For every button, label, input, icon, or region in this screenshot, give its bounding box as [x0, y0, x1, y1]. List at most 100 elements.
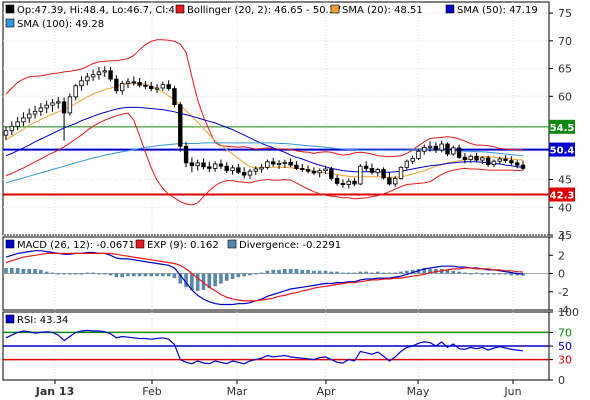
candle — [404, 159, 410, 170]
price-tick-label: 70 — [558, 35, 572, 48]
candle — [137, 78, 142, 88]
candle-body — [61, 101, 67, 114]
candle — [218, 159, 224, 169]
divergence-bar — [306, 269, 310, 274]
candle — [317, 168, 322, 178]
macd-tick-label: 0 — [558, 268, 565, 281]
price-level-tag-label: 50.4 — [550, 146, 575, 157]
macd-lines — [5, 250, 524, 306]
x-tick-label: Feb — [142, 385, 161, 398]
candle-body — [137, 82, 142, 86]
divergence-bar — [515, 273, 519, 276]
candle — [265, 159, 270, 170]
candle-body — [73, 85, 78, 98]
divergence-bar — [4, 268, 8, 274]
candle — [21, 112, 26, 127]
bollinger-legend-swatch — [175, 4, 185, 14]
divergence-bar — [10, 268, 14, 274]
divergence-bar — [300, 269, 305, 274]
divergence-bar — [195, 273, 200, 291]
divergence-bar — [213, 273, 217, 287]
divergence-bar — [242, 273, 246, 277]
candle-body — [480, 157, 485, 161]
price-tick-label: 65 — [558, 63, 572, 76]
bollinger-legend: Bollinger (20, 2): 46.65 - 50.37 — [187, 5, 341, 16]
candle-body — [67, 96, 73, 114]
candle — [224, 162, 229, 173]
divergence-bar — [21, 268, 26, 274]
candle — [73, 84, 78, 101]
candle-body — [393, 178, 398, 185]
divergence-bar — [224, 273, 229, 281]
rsi-levels — [3, 331, 549, 361]
bb_lower-line — [5, 112, 524, 206]
candle — [387, 172, 392, 186]
price-level-tag — [549, 187, 575, 202]
candle — [131, 76, 136, 86]
divergence-bar — [509, 273, 514, 276]
candle — [253, 166, 258, 176]
candle — [514, 160, 520, 169]
divergence-bar — [253, 273, 258, 275]
candle — [311, 167, 317, 176]
rsi-legend: RSI: 43.34 — [5, 314, 68, 326]
candle — [300, 163, 305, 173]
price-panel: 354045505560657075 54.550.442.3 Op:47.39… — [2, 1, 575, 242]
divergence-bar — [486, 273, 490, 275]
candle-body — [154, 87, 160, 90]
divergence-bar — [44, 271, 49, 274]
rsi-tick-label: 100 — [558, 306, 579, 319]
macd-axis-ticks: -4 -2 0 2 4 — [549, 231, 569, 317]
price-legend: Op:47.39, Hi:48.4, Lo:46.7, Cl:47 Bolling… — [5, 4, 538, 30]
candle-body — [183, 145, 189, 164]
rsi-legend: RSI: 43.34 — [17, 315, 68, 326]
candle — [520, 160, 526, 171]
divergence-bar — [219, 273, 223, 284]
candle-body — [108, 70, 113, 80]
candle — [456, 144, 462, 159]
divergence-bar — [172, 273, 177, 279]
x-tick-label: Jan 13 — [35, 385, 74, 398]
sma50-legend: SMA (50): 47.19 — [457, 5, 538, 16]
candle — [480, 156, 485, 164]
candle-body — [253, 168, 258, 172]
candle-body — [259, 166, 264, 170]
candle-body — [381, 169, 386, 179]
candle-body — [3, 130, 9, 136]
divergence-bar — [265, 270, 270, 274]
candle-body — [44, 104, 49, 109]
sma20-legend: SMA (20): 48.51 — [342, 5, 423, 16]
candle-body — [503, 158, 508, 162]
candle — [32, 105, 38, 119]
macd-legend: MACD (26, 12): -0.0671 EXP (9): 0.162 Dive… — [5, 239, 341, 251]
candle-body — [195, 162, 200, 167]
divergence-bar — [341, 272, 345, 274]
x-tick-label: May — [407, 385, 430, 398]
divergence-bar — [358, 271, 363, 274]
divergence-bar — [422, 268, 427, 274]
exp-legend-swatch — [135, 239, 145, 249]
candle — [207, 161, 212, 173]
candle-body — [462, 156, 468, 160]
candle — [166, 80, 171, 91]
candle-body — [369, 168, 375, 173]
divergence-bar — [312, 270, 316, 274]
price-tick-label: 60 — [558, 90, 572, 103]
candle-body — [456, 147, 462, 158]
candle-body — [451, 147, 456, 155]
candle-body — [334, 178, 340, 184]
divergence-bar — [120, 273, 124, 278]
divergence-bar — [480, 273, 485, 275]
divergence-legend: Divergence: -0.2291 — [239, 240, 341, 251]
candle-body — [439, 143, 444, 151]
candle — [491, 159, 497, 168]
divergence-bar — [236, 273, 241, 278]
candle — [85, 73, 90, 86]
candle — [422, 144, 427, 155]
candle-body — [427, 145, 433, 148]
candle-body — [352, 180, 357, 185]
divergence-bar — [497, 273, 502, 275]
candle — [334, 175, 340, 186]
candle-body — [119, 83, 125, 92]
